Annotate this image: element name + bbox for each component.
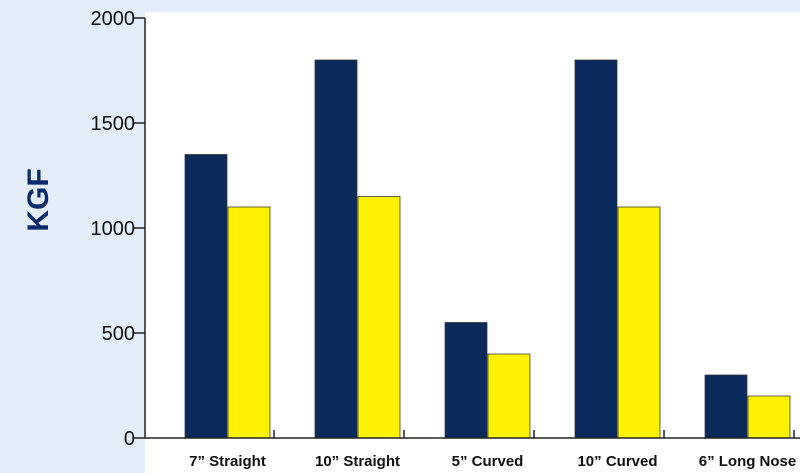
bar-series-1 — [184, 154, 228, 439]
x-category-label: 5” Curved — [452, 453, 524, 470]
y-axis-title: KGF — [22, 168, 55, 231]
bar-series-1 — [444, 322, 488, 439]
bar-series-2 — [747, 395, 791, 439]
bar-series-2 — [227, 206, 271, 439]
x-category-label: 7” Straight — [189, 453, 266, 470]
y-tick-label: 0 — [124, 428, 135, 450]
y-tick-label: 500 — [102, 323, 135, 345]
bar-series-1 — [704, 374, 748, 439]
y-tick-label: 2000 — [91, 8, 136, 30]
x-category-label: 10” Curved — [577, 453, 657, 470]
x-category-label: 10” Straight — [315, 453, 400, 470]
bar-series-2 — [487, 353, 531, 439]
x-labels-group: 7” Straight 10” Straight 5” Curved 10” Curv… — [189, 430, 796, 470]
bar-series-2 — [617, 206, 661, 439]
y-tick-label: 1000 — [91, 218, 136, 240]
y-tick-label: 1500 — [91, 113, 136, 135]
bar-series-1 — [314, 59, 358, 439]
x-category-label: 6” Long Nose — [699, 453, 797, 470]
bars-group — [184, 59, 791, 439]
bar-series-2 — [357, 196, 401, 439]
bar-series-1 — [574, 59, 618, 439]
y-ticks-group: 0 500 1000 1500 2000 — [91, 8, 145, 450]
